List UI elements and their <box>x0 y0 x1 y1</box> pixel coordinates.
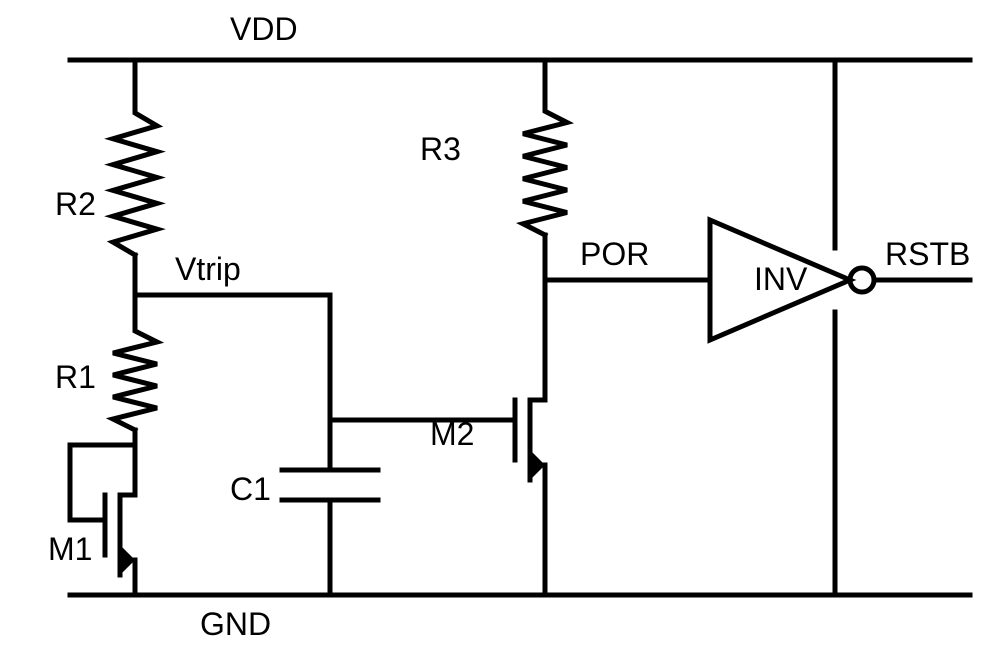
label-gnd: GND <box>200 606 271 642</box>
label-vtrip: Vtrip <box>175 251 241 287</box>
label-rstb: RSTB <box>885 236 970 272</box>
label-inv: INV <box>754 261 808 297</box>
label-por: POR <box>580 236 649 272</box>
resistor-r3 <box>523 100 567 235</box>
label-r2: R2 <box>55 186 96 222</box>
circuit-schematic: VDD GND R1 R2 R3 C1 M1 M2 Vtrip POR INV RSTB <box>0 0 1000 646</box>
label-c1: C1 <box>230 471 271 507</box>
resistor-r1 <box>113 320 157 430</box>
label-m2: M2 <box>430 416 474 452</box>
label-r3: R3 <box>420 131 461 167</box>
label-m1: M1 <box>48 531 92 567</box>
label-r1: R1 <box>55 359 96 395</box>
mosfet-m2-arrow <box>532 455 542 475</box>
resistor-r2 <box>113 100 157 255</box>
mosfet-m1-arrow <box>122 550 132 570</box>
label-vdd: VDD <box>230 11 298 47</box>
